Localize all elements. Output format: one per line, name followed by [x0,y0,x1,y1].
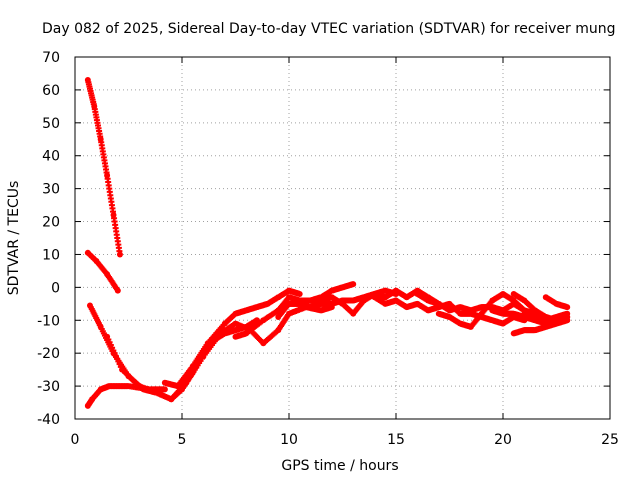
x-tick-label: 0 [71,432,80,448]
series-arc-18 [489,307,571,324]
x-axis-ticks: 0 5 10 15 20 25 [71,57,619,448]
y-tick-label: 70 [42,50,60,66]
data-point [564,310,571,317]
y-tick-label: 20 [42,215,60,231]
x-tick-label: 20 [494,432,512,448]
data-point [114,287,121,294]
y-tick-label: 0 [51,280,60,296]
data-point [116,251,123,258]
y-tick-label: 40 [42,149,60,165]
y-tick-label: -10 [37,313,60,329]
series-arc-6 [161,287,303,390]
data-point [296,290,303,297]
grid-lines [75,57,610,419]
x-axis-label: GPS time / hours [281,458,398,474]
data-point [350,281,357,288]
series-arc-1 [84,77,123,258]
series-arc-3 [86,302,160,396]
series-arc-2 [84,249,121,294]
y-tick-label: 60 [42,83,60,99]
series-arc-17 [542,294,571,311]
data-point [161,386,168,393]
plot-frame [74,56,611,420]
series-arc-4 [84,383,168,409]
x-tick-label: 10 [280,432,298,448]
y-axis-label: SDTVAR / TECUs [6,181,22,296]
chart-title: Day 082 of 2025, Sidereal Day-to-day VTE… [42,21,616,37]
x-tick-label: 25 [601,432,619,448]
y-tick-label: -30 [37,379,60,395]
data-series [84,77,571,409]
y-tick-label: -20 [37,346,60,362]
y-tick-label: -40 [37,412,60,428]
x-tick-label: 15 [387,432,405,448]
x-tick-label: 5 [178,432,187,448]
y-tick-label: 30 [42,182,60,198]
y-tick-label: 50 [42,116,60,132]
data-point [564,304,571,311]
y-tick-label: 10 [42,247,60,263]
